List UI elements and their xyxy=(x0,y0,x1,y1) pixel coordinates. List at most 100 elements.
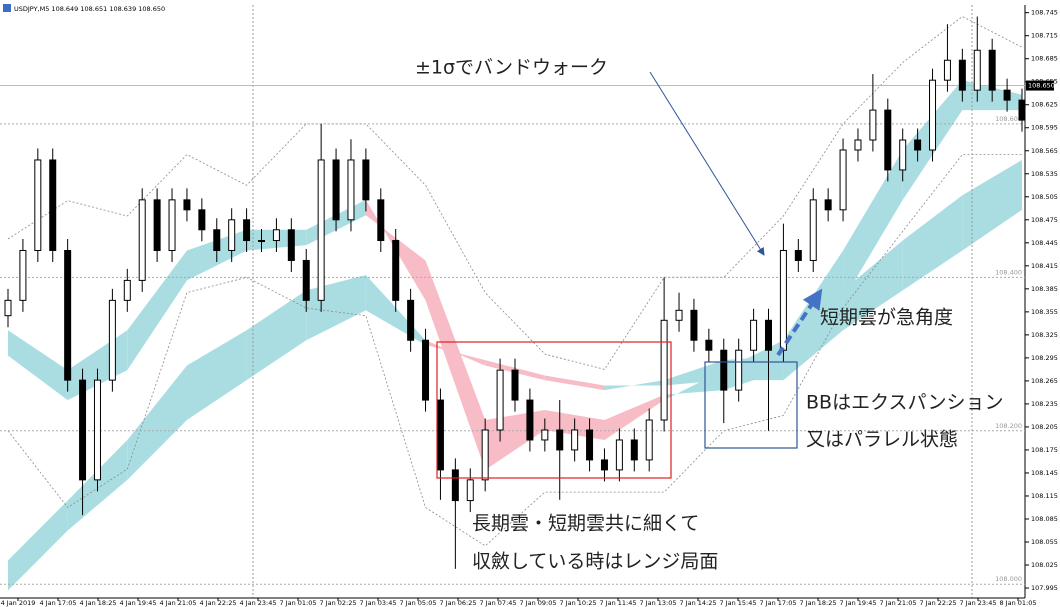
level-label: 108.200 xyxy=(995,422,1022,430)
candle-body xyxy=(422,339,430,401)
x-tick-label: 8 Jan 01:05 xyxy=(999,599,1036,607)
candle-body xyxy=(988,49,996,91)
candle-body xyxy=(183,199,191,211)
y-tick-label: 108.745 xyxy=(1031,9,1058,17)
level-label: 108.600 xyxy=(995,115,1022,123)
range-box xyxy=(436,341,672,479)
candle-body xyxy=(705,339,713,351)
cloud-segment xyxy=(186,330,247,421)
y-tick-label: 108.175 xyxy=(1031,446,1058,454)
y-tick-label: 108.565 xyxy=(1031,147,1058,155)
cloud-segment xyxy=(544,375,605,391)
annotation: 又はパラレル状態 xyxy=(806,429,958,451)
candle-body xyxy=(645,419,653,461)
x-tick-label: 4 Jan 18:25 xyxy=(79,599,116,607)
x-tick-label: 7 Jan 11:45 xyxy=(599,599,636,607)
y-tick-label: 108.535 xyxy=(1031,170,1058,178)
candle-body xyxy=(929,79,937,151)
cloud-segment xyxy=(8,500,68,591)
x-tick-label: 4 Jan 22:25 xyxy=(199,599,236,607)
candle-body xyxy=(332,159,340,221)
x-tick-label: 7 Jan 17:05 xyxy=(759,599,796,607)
annotation: ±1σでバンドウォーク xyxy=(415,57,608,79)
candle-body xyxy=(869,109,877,141)
cloud-segment xyxy=(246,290,307,381)
y-tick-label: 108.115 xyxy=(1031,492,1058,500)
x-tick-label: 7 Jan 23:45 xyxy=(959,599,996,607)
candle-body xyxy=(735,349,743,391)
candle-body xyxy=(4,299,12,317)
candle-body xyxy=(765,319,772,351)
y-tick-label: 108.295 xyxy=(1031,354,1058,362)
candle-body xyxy=(541,429,549,441)
candle-body xyxy=(93,379,101,481)
y-tick-label: 108.235 xyxy=(1031,400,1058,408)
candle-body xyxy=(347,159,355,221)
x-tick-label: 7 Jan 15:45 xyxy=(719,599,756,607)
candle-body xyxy=(34,159,42,251)
y-tick-label: 108.145 xyxy=(1031,469,1058,477)
candle-body xyxy=(1018,99,1026,121)
x-tick-label: 4 Jan 21:05 xyxy=(159,599,196,607)
symbol-icon xyxy=(3,4,11,12)
x-tick-label: 7 Jan 13:05 xyxy=(639,599,676,607)
cloud-segment xyxy=(664,370,724,401)
x-tick-label: 7 Jan 03:45 xyxy=(359,599,396,607)
cloud-segment xyxy=(8,330,68,401)
header-text: USDJPY,M5 108.649 108.651 108.639 108.65… xyxy=(14,5,165,13)
cloud-segment xyxy=(604,380,665,391)
x-tick-label: 7 Jan 07:45 xyxy=(479,599,516,607)
annotation: 収斂している時はレンジ局面 xyxy=(472,551,718,573)
x-tick-label: 7 Jan 06:25 xyxy=(439,599,476,607)
candle-body xyxy=(660,319,668,421)
candle-body xyxy=(943,59,951,81)
x-tick-label: 7 Jan 14:25 xyxy=(679,599,716,607)
y-tick-label: 108.205 xyxy=(1031,423,1058,431)
candle-body xyxy=(556,429,564,451)
callout-arrow xyxy=(649,71,765,256)
candle-body xyxy=(854,139,862,151)
candle-body xyxy=(153,199,161,251)
candle-body xyxy=(1003,89,1011,101)
candle-body xyxy=(198,209,206,231)
annotation: BBはエクスパンション xyxy=(806,392,1003,414)
candle-body xyxy=(407,299,415,341)
candle-body xyxy=(899,139,907,171)
candle-body xyxy=(839,149,847,211)
y-tick-label: 108.265 xyxy=(1031,377,1058,385)
candle-body xyxy=(123,279,131,301)
expansion-box xyxy=(704,361,798,449)
candle-body xyxy=(228,219,236,251)
cloud-segment xyxy=(902,195,963,291)
candle-body xyxy=(675,309,683,321)
x-tick-label: 4 Jan 2019 xyxy=(1,599,36,607)
candle-body xyxy=(511,369,519,401)
annotation: 短期雲が急角度 xyxy=(820,307,953,329)
candle-body xyxy=(168,199,176,251)
y-tick-label: 108.415 xyxy=(1031,262,1058,270)
candle-body xyxy=(750,319,758,351)
candle-body xyxy=(79,379,87,481)
candle-body xyxy=(571,429,579,451)
y-tick-label: 108.025 xyxy=(1031,561,1058,569)
candle-body xyxy=(720,349,728,391)
candle-body xyxy=(690,309,698,341)
cloud-segment xyxy=(843,149,903,301)
candle-body xyxy=(973,49,981,91)
candle-body xyxy=(317,159,325,301)
cloud-segment xyxy=(365,199,426,301)
cloud-segment xyxy=(425,260,486,470)
cloud-segment xyxy=(962,159,1022,251)
y-tick-label: 108.475 xyxy=(1031,216,1058,224)
x-tick-label: 7 Jan 18:25 xyxy=(799,599,836,607)
candle-body xyxy=(630,439,638,461)
x-tick-label: 7 Jan 21:05 xyxy=(879,599,916,607)
candle-body xyxy=(824,199,832,211)
candle-body xyxy=(243,219,251,242)
x-tick-label: 4 Jan 23:45 xyxy=(239,599,276,607)
y-tick-label: 108.505 xyxy=(1031,193,1058,201)
y-tick-label: 108.685 xyxy=(1031,55,1058,63)
candle-body xyxy=(108,299,116,381)
